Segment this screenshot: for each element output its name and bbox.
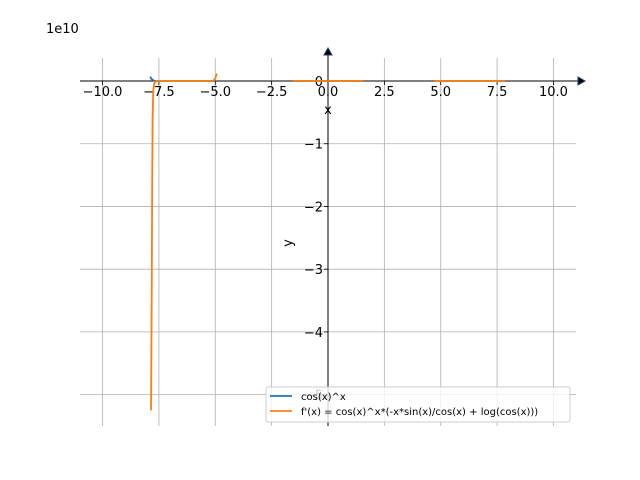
y-scale-label: 1e10 — [46, 22, 79, 37]
axes — [80, 46, 587, 426]
y-axis-arrowhead — [323, 46, 333, 56]
x-tick-label: −5.0 — [199, 85, 231, 100]
series-1-segment-0 — [150, 73, 218, 411]
x-tick-label: 10.0 — [539, 85, 568, 100]
legend-box — [265, 386, 571, 423]
y-axis-label: y — [281, 239, 296, 247]
y-tick-label: 0 — [315, 75, 323, 90]
legend-entry-cos: cos(x)^x — [301, 392, 346, 403]
x-tick-label: 7.5 — [487, 85, 508, 100]
ticks: −10.0 −7.5 −5.0 −2.5 0.0 2.5 5.0 7.5 10.0 0 −1 −2 −3… — [83, 75, 568, 404]
x-tick-label: −10.0 — [83, 85, 123, 100]
x-tick-label: 5.0 — [430, 85, 451, 100]
y-tick-label: −2 — [304, 200, 323, 215]
x-tick-label: 2.5 — [374, 85, 395, 100]
x-tick-label: −2.5 — [256, 85, 288, 100]
legend-entry-derivative: f'(x) = cos(x)^x*(-x*sin(x)/cos(x) + log… — [301, 407, 538, 418]
legend: cos(x)^x f'(x) = cos(x)^x*(-x*sin(x)/cos… — [265, 386, 571, 423]
x-tick-label: −7.5 — [143, 85, 175, 100]
y-tick-label: −3 — [304, 263, 323, 278]
y-tick-label: −1 — [304, 138, 323, 153]
y-tick-label: −4 — [304, 326, 323, 341]
x-axis-label: x — [324, 103, 332, 118]
x-tick-label: 0.0 — [318, 85, 339, 100]
x-axis-arrowhead — [577, 76, 587, 86]
plot-lines — [149, 73, 505, 411]
